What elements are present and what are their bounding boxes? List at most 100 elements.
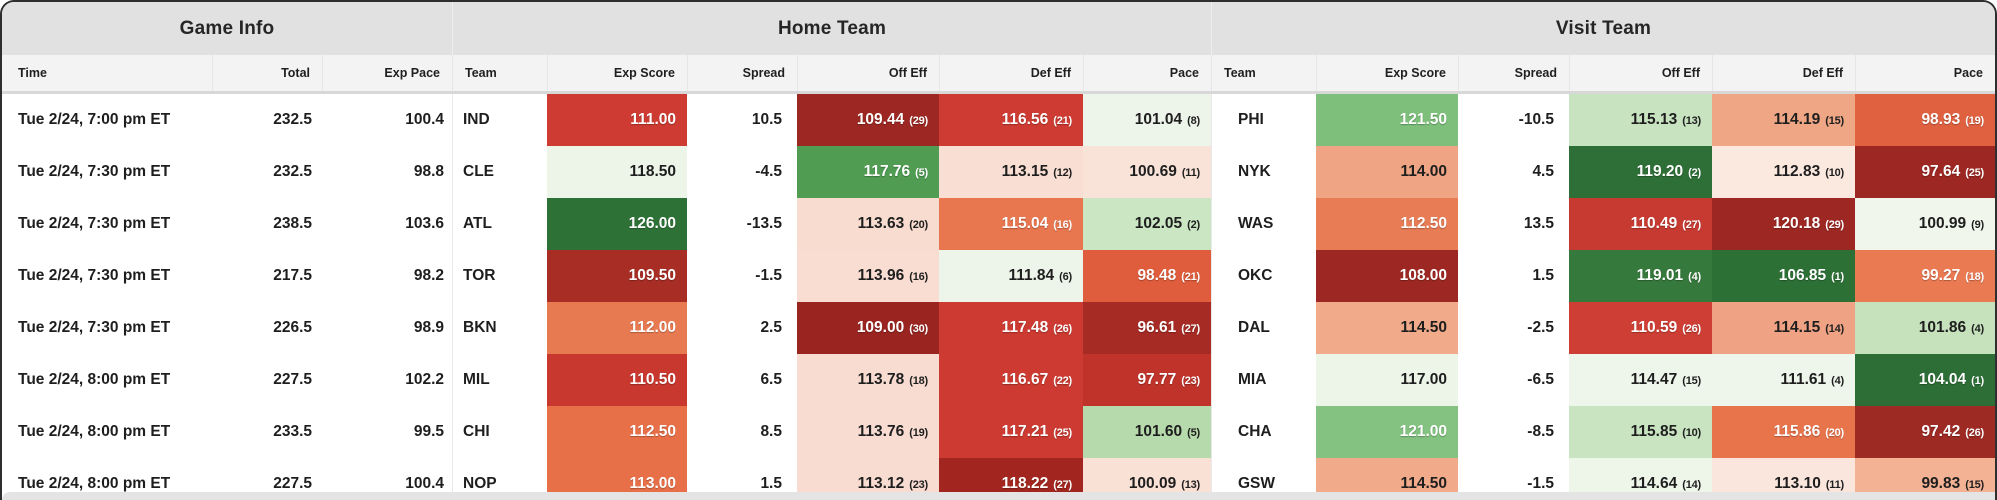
home-pace-cell: 96.61 (27) bbox=[1083, 302, 1211, 354]
horizontal-scrollbar[interactable] bbox=[2, 492, 1995, 500]
home-pace-rank: (27) bbox=[1181, 323, 1200, 335]
visit-spread-value: -6.5 bbox=[1527, 371, 1554, 388]
visit-spread-cell: -1.5 bbox=[1458, 458, 1569, 500]
home-team-cell: CLE bbox=[452, 146, 547, 198]
table-body: Tue 2/24, 7:00 pm ET 232.5 100.4 IND 111.00 1… bbox=[2, 94, 1995, 500]
col-header-visit-off-eff[interactable]: Off Eff bbox=[1569, 55, 1712, 91]
visit-pace-rank: (4) bbox=[1971, 323, 1984, 335]
visit-def-eff-cell: 111.61 (4) bbox=[1712, 354, 1855, 406]
home-off-eff-rank: (5) bbox=[915, 167, 928, 179]
total-value: 238.5 bbox=[273, 215, 312, 232]
home-off-eff-rank: (18) bbox=[909, 375, 928, 387]
home-def-eff-rank: (21) bbox=[1053, 115, 1072, 127]
time-value: Tue 2/24, 7:00 pm ET bbox=[18, 111, 171, 128]
visit-pace-value: 104.04 bbox=[1918, 371, 1967, 388]
visit-spread-cell: -10.5 bbox=[1458, 94, 1569, 146]
exp-pace-cell: 98.2 bbox=[322, 250, 452, 302]
home-exp-score-cell: 109.50 bbox=[547, 250, 687, 302]
time-value: Tue 2/24, 8:00 pm ET bbox=[18, 371, 171, 388]
visit-off-eff-rank: (4) bbox=[1688, 271, 1701, 283]
home-spread-cell: -1.5 bbox=[687, 250, 797, 302]
home-exp-score-cell: 126.00 bbox=[547, 198, 687, 250]
home-spread-cell: 8.5 bbox=[687, 406, 797, 458]
col-header-visit-team[interactable]: Team bbox=[1211, 55, 1316, 91]
home-def-eff-cell: 116.67 (22) bbox=[939, 354, 1083, 406]
visit-spread-cell: -8.5 bbox=[1458, 406, 1569, 458]
visit-exp-score-cell: 112.50 bbox=[1316, 198, 1458, 250]
total-value: 233.5 bbox=[273, 423, 312, 440]
exp-pace-value: 99.5 bbox=[413, 423, 444, 440]
home-spread-value: -13.5 bbox=[746, 215, 782, 232]
home-pace-value: 96.61 bbox=[1137, 319, 1177, 336]
visit-team-cell: NYK bbox=[1211, 146, 1316, 198]
home-def-eff-value: 117.21 bbox=[1001, 423, 1049, 440]
visit-spread-value: 1.5 bbox=[1532, 267, 1554, 284]
visit-spread-cell: 4.5 bbox=[1458, 146, 1569, 198]
home-off-eff-rank: (29) bbox=[909, 115, 928, 127]
col-header-home-off-eff[interactable]: Off Eff bbox=[797, 55, 939, 91]
visit-spread-value: -8.5 bbox=[1527, 423, 1554, 440]
visit-team-cell: PHI bbox=[1211, 94, 1316, 146]
visit-off-eff-value: 114.64 bbox=[1630, 475, 1678, 492]
column-header-row: Time Total Exp Pace Team Exp Score Sprea… bbox=[2, 55, 1995, 94]
visit-def-eff-rank: (4) bbox=[1831, 375, 1844, 387]
home-def-eff-value: 111.84 bbox=[1008, 267, 1055, 284]
visit-team-value: OKC bbox=[1238, 267, 1273, 284]
total-value: 232.5 bbox=[273, 163, 312, 180]
visit-pace-value: 99.83 bbox=[1921, 475, 1961, 492]
home-def-eff-rank: (12) bbox=[1053, 167, 1072, 179]
visit-off-eff-cell: 110.49 (27) bbox=[1569, 198, 1712, 250]
home-pace-value: 98.48 bbox=[1137, 267, 1177, 284]
visit-off-eff-value: 115.13 bbox=[1630, 111, 1678, 128]
home-exp-score-cell: 110.50 bbox=[547, 354, 687, 406]
table-row: Tue 2/24, 8:00 pm ET 227.5 102.2 MIL 110.50 6… bbox=[2, 354, 1995, 406]
col-header-visit-spread[interactable]: Spread bbox=[1458, 55, 1569, 91]
col-header-home-pace[interactable]: Pace bbox=[1083, 55, 1211, 91]
col-header-home-def-eff[interactable]: Def Eff bbox=[939, 55, 1083, 91]
exp-pace-value: 100.4 bbox=[405, 111, 444, 128]
visit-exp-score-cell: 121.00 bbox=[1316, 406, 1458, 458]
exp-pace-cell: 98.8 bbox=[322, 146, 452, 198]
visit-def-eff-rank: (10) bbox=[1825, 167, 1844, 179]
table-row: Tue 2/24, 7:30 pm ET 217.5 98.2 TOR 109.50 -1… bbox=[2, 250, 1995, 302]
home-off-eff-value: 113.12 bbox=[857, 475, 905, 492]
visit-pace-value: 97.64 bbox=[1921, 163, 1961, 180]
visit-team-value: MIA bbox=[1238, 371, 1267, 388]
col-header-total[interactable]: Total bbox=[212, 55, 322, 91]
home-team-value: TOR bbox=[463, 267, 496, 284]
home-def-eff-cell: 113.15 (12) bbox=[939, 146, 1083, 198]
col-header-visit-def-eff[interactable]: Def Eff bbox=[1712, 55, 1855, 91]
home-off-eff-cell: 113.63 (20) bbox=[797, 198, 939, 250]
table-row: Tue 2/24, 7:30 pm ET 232.5 98.8 CLE 118.50 -4… bbox=[2, 146, 1995, 198]
col-header-visit-exp-score[interactable]: Exp Score bbox=[1316, 55, 1458, 91]
col-header-exp-pace[interactable]: Exp Pace bbox=[322, 55, 452, 91]
total-value: 227.5 bbox=[273, 371, 312, 388]
home-pace-value: 101.04 bbox=[1134, 111, 1183, 128]
col-header-home-team[interactable]: Team bbox=[452, 55, 547, 91]
home-pace-rank: (21) bbox=[1181, 271, 1200, 283]
home-pace-rank: (13) bbox=[1181, 479, 1200, 491]
home-team-cell: NOP bbox=[452, 458, 547, 500]
home-def-eff-value: 116.67 bbox=[1001, 371, 1049, 388]
home-off-eff-cell: 113.76 (19) bbox=[797, 406, 939, 458]
home-off-eff-rank: (19) bbox=[909, 427, 928, 439]
home-team-value: IND bbox=[463, 111, 490, 128]
home-exp-score-value: 109.50 bbox=[628, 267, 676, 284]
visit-off-eff-cell: 110.59 (26) bbox=[1569, 302, 1712, 354]
col-header-home-spread[interactable]: Spread bbox=[687, 55, 797, 91]
home-def-eff-cell: 116.56 (21) bbox=[939, 94, 1083, 146]
visit-pace-cell: 98.93 (19) bbox=[1855, 94, 1995, 146]
col-header-visit-pace[interactable]: Pace bbox=[1855, 55, 1995, 91]
total-value: 217.5 bbox=[273, 267, 312, 284]
visit-off-eff-cell: 119.01 (4) bbox=[1569, 250, 1712, 302]
total-cell: 217.5 bbox=[212, 250, 322, 302]
home-team-value: BKN bbox=[463, 319, 497, 336]
visit-pace-value: 97.42 bbox=[1921, 423, 1961, 440]
visit-team-cell: CHA bbox=[1211, 406, 1316, 458]
home-off-eff-rank: (30) bbox=[909, 323, 928, 335]
visit-def-eff-cell: 120.18 (29) bbox=[1712, 198, 1855, 250]
visit-pace-value: 98.93 bbox=[1921, 111, 1961, 128]
col-header-home-exp-score[interactable]: Exp Score bbox=[547, 55, 687, 91]
col-header-time[interactable]: Time bbox=[18, 66, 47, 80]
time-value: Tue 2/24, 7:30 pm ET bbox=[18, 319, 171, 336]
